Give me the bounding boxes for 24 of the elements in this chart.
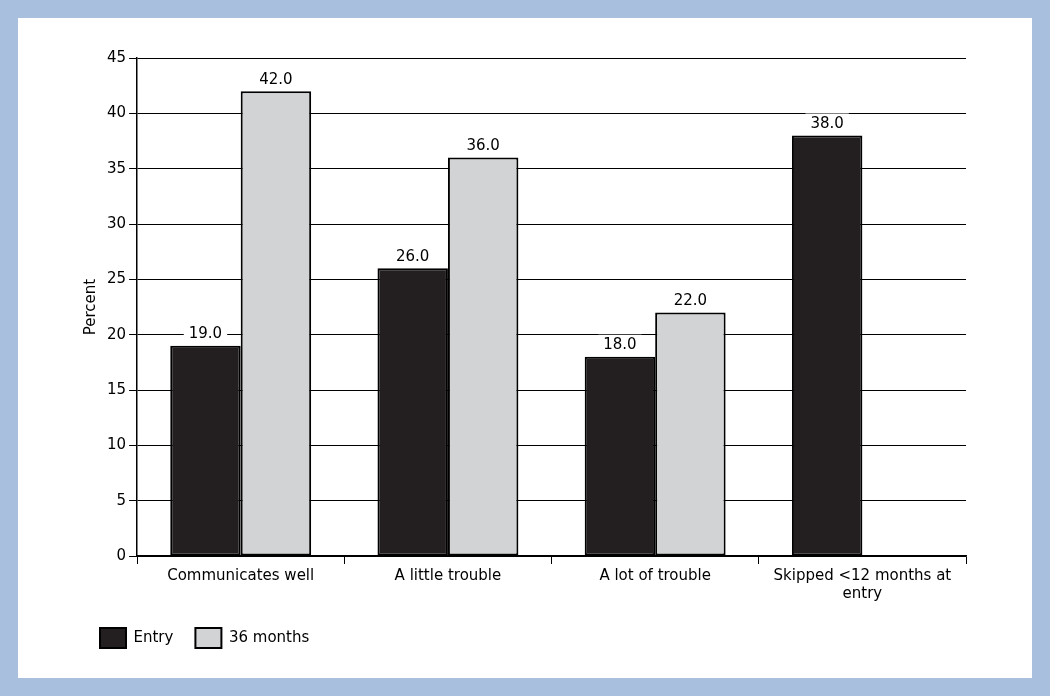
data-label: 22.0 <box>673 290 708 309</box>
y-tick-label: 20 <box>106 324 127 343</box>
data-label: 38.0 <box>810 113 844 132</box>
y-tick-label: 10 <box>106 435 127 454</box>
y-tick-label: 40 <box>106 103 127 122</box>
y-tick-label: 15 <box>106 379 127 398</box>
y-tick-label: 45 <box>106 47 127 66</box>
legend-label: Entry <box>133 627 174 646</box>
data-label: 26.0 <box>396 246 430 265</box>
data-label: 18.0 <box>603 335 637 354</box>
legend-label: 36 months <box>228 627 310 646</box>
x-tick-label: A little trouble <box>394 565 502 584</box>
y-tick-label: 5 <box>116 490 127 509</box>
x-tick-label: Skipped <12 months at entry <box>773 565 952 602</box>
x-tick-label: A lot of trouble <box>599 565 711 584</box>
y-tick-label: 0 <box>116 545 127 564</box>
y-tick-label: 25 <box>106 269 127 288</box>
x-tick-label: Communicates well <box>167 565 315 584</box>
data-label: 19.0 <box>188 324 223 343</box>
data-label: 42.0 <box>259 69 293 88</box>
y-tick-label: 35 <box>106 158 127 177</box>
data-label: 36.0 <box>466 135 500 154</box>
y-axis-title: Percent <box>80 278 99 336</box>
y-tick-label: 30 <box>106 213 127 232</box>
